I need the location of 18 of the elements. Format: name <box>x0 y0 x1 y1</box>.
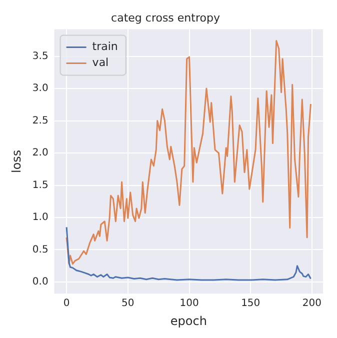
chart-title: categ cross entropy <box>111 11 220 24</box>
x-tick-label: 0 <box>63 298 70 310</box>
y-tick-label: 1.0 <box>32 212 48 224</box>
y-axis-title: loss <box>9 150 24 173</box>
x-tick-label: 50 <box>122 298 134 310</box>
legend-label: val <box>92 56 109 70</box>
x-tick-label: 150 <box>241 298 260 310</box>
x-tick-label: 100 <box>180 298 199 310</box>
y-tick-label: 2.5 <box>32 115 48 126</box>
x-tick-label: 200 <box>302 298 322 310</box>
y-tick-label: 0.5 <box>32 244 48 256</box>
y-tick-label: 0.0 <box>32 276 48 288</box>
legend-label: train <box>92 40 118 54</box>
y-tick-label: 3.5 <box>32 50 48 62</box>
x-axis-title: epoch <box>170 314 207 328</box>
y-tick-label: 3.0 <box>32 83 48 94</box>
y-tick-label: 2.0 <box>32 148 48 159</box>
y-tick-label: 1.5 <box>32 180 48 191</box>
